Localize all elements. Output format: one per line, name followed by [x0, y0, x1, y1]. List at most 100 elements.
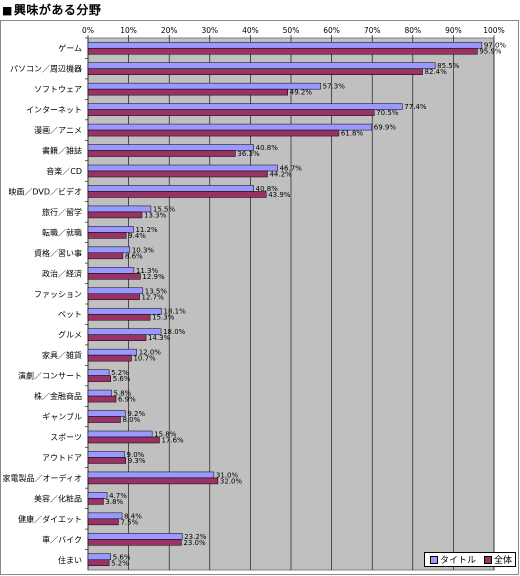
category-label: ギャンブル: [42, 412, 82, 422]
category-label: 映画／DVD／ビデオ: [8, 186, 82, 196]
bar-title-series: [87, 512, 123, 520]
category-label: 美容／化粧品: [34, 493, 82, 503]
data-label-title-series: 23.2%: [184, 533, 207, 541]
data-label-all-series: 14.3%: [148, 334, 171, 342]
data-label-title-series: 15.5%: [153, 205, 176, 213]
data-label-all-series: 6.9%: [118, 396, 136, 404]
x-tick-label: 90%: [445, 26, 462, 35]
data-label-title-series: 18.0%: [163, 328, 186, 336]
legend-item-title: タイトル: [430, 553, 476, 566]
bar-title-series: [87, 471, 215, 479]
category-label: アウトドア: [42, 453, 82, 462]
bar-all-series: [87, 252, 124, 260]
bar-all-series: [87, 436, 160, 444]
data-label-title-series: 12.0%: [139, 349, 162, 357]
category-label: 資格／習い事: [34, 248, 82, 258]
category-label: 株／金融商品: [34, 391, 82, 401]
x-tick-label: 0%: [82, 26, 94, 35]
category-label: 住まい: [58, 555, 82, 565]
data-label-all-series: 13.3%: [144, 211, 167, 219]
data-label-title-series: 9.0%: [127, 451, 145, 459]
category-label: グルメ: [58, 330, 82, 340]
legend-label-title: タイトル: [440, 556, 477, 566]
bar-title-series: [87, 287, 144, 295]
x-tick-label: 10%: [120, 26, 137, 35]
legend-item-all: 全体: [484, 553, 512, 566]
data-label-all-series: 12.7%: [142, 293, 165, 301]
data-label-title-series: 97.0%: [484, 42, 507, 50]
bar-all-series: [87, 293, 140, 301]
chart-title: ■興味がある分野: [2, 1, 101, 18]
data-label-all-series: 3.8%: [105, 498, 123, 506]
data-label-all-series: 61.8%: [341, 130, 364, 138]
category-label: 旅行／留学: [42, 207, 82, 217]
bar-title-series: [87, 82, 321, 90]
x-tick-label: 20%: [161, 26, 178, 35]
bar-title-series: [87, 553, 111, 561]
bar-title-series: [87, 205, 152, 213]
data-label-title-series: 5.2%: [111, 369, 129, 377]
bar-title-series: [87, 185, 254, 192]
bar-all-series: [87, 47, 478, 55]
bar-title-series: [87, 410, 126, 417]
bar-all-series: [87, 334, 147, 341]
data-label-all-series: 5.6%: [113, 375, 131, 383]
category-label: 政治／経済: [42, 268, 82, 278]
data-label-title-series: 40.8%: [256, 185, 279, 193]
data-label-all-series: 15.3%: [152, 314, 175, 322]
category-label: 漫画／アニメ: [34, 125, 82, 135]
data-label-title-series: 8.4%: [124, 512, 142, 520]
bar-all-series: [87, 170, 268, 178]
bar-all-series: [87, 518, 119, 526]
data-label-title-series: 9.2%: [127, 410, 145, 418]
category-label: 家具／雑貨: [42, 350, 82, 360]
data-label-title-series: 4.7%: [109, 492, 127, 500]
bar-title-series: [87, 492, 108, 499]
data-label-title-series: 57.3%: [323, 83, 346, 91]
data-label-all-series: 43.9%: [268, 191, 291, 199]
x-tick-label: 80%: [404, 26, 421, 35]
data-label-all-series: 8.6%: [125, 252, 143, 260]
data-label-all-series: 9.4%: [128, 232, 146, 240]
bar-title-series: [87, 164, 278, 172]
data-label-title-series: 85.5%: [437, 62, 460, 70]
bar-all-series: [87, 68, 423, 75]
data-label-title-series: 31.0%: [216, 471, 239, 479]
bar-all-series: [87, 457, 127, 464]
data-label-all-series: 9.3%: [128, 457, 146, 465]
x-tick-label: 70%: [364, 26, 381, 35]
data-label-title-series: 10.3%: [132, 246, 155, 254]
category-label: 家電製品／オーディオ: [3, 473, 82, 483]
bar-title-series: [87, 348, 137, 356]
x-tick-label: 60%: [323, 26, 340, 35]
data-label-title-series: 69.9%: [374, 124, 397, 132]
bar-title-series: [87, 267, 135, 274]
legend-swatch-title: [430, 555, 438, 564]
category-label: 健康／ダイエット: [18, 514, 82, 524]
bar-all-series: [87, 354, 132, 362]
data-label-title-series: 15.8%: [154, 431, 177, 439]
bar-all-series: [87, 539, 182, 546]
data-label-title-series: 11.3%: [136, 267, 159, 275]
data-label-all-series: 70.5%: [376, 109, 399, 117]
bar-title-series: [87, 369, 110, 376]
data-label-all-series: 12.9%: [142, 273, 165, 281]
category-label: 転職／就職: [42, 227, 82, 237]
bar-all-series: [87, 211, 143, 219]
data-label-all-series: 7.5%: [120, 518, 138, 526]
bar-all-series: [87, 232, 127, 239]
data-label-all-series: 17.6%: [161, 437, 184, 445]
category-label: ペット: [58, 310, 82, 319]
data-label-all-series: 82.4%: [425, 68, 448, 76]
data-label-title-series: 13.5%: [145, 287, 168, 295]
category-label: 演劇／コンサート: [18, 371, 82, 381]
data-label-title-series: 18.1%: [163, 308, 186, 316]
data-label-title-series: 77.4%: [404, 103, 427, 111]
bar-title-series: [87, 307, 162, 315]
data-label-all-series: 36.3%: [237, 150, 260, 158]
bar-all-series: [87, 477, 219, 485]
legend-swatch-all: [484, 555, 493, 564]
category-label: スポーツ: [50, 433, 82, 442]
category-label: 書籍／雑誌: [42, 146, 82, 156]
